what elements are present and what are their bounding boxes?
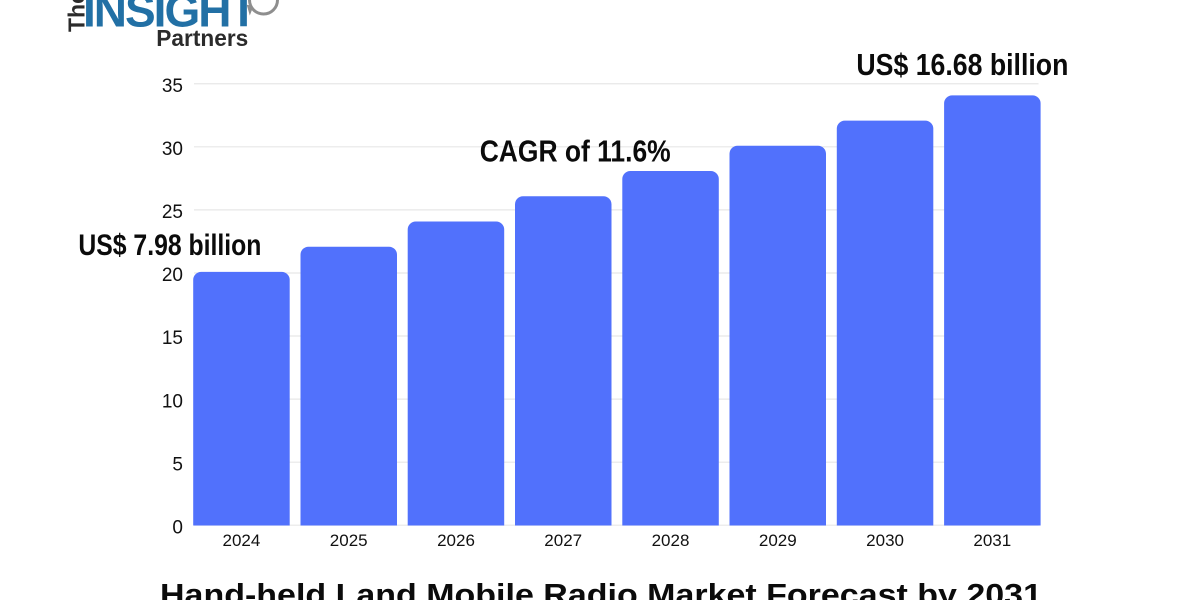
svg-text:5: 5 — [172, 454, 183, 475]
svg-text:10: 10 — [162, 391, 183, 412]
svg-text:15: 15 — [162, 328, 183, 349]
svg-text:The: The — [64, 0, 90, 32]
svg-text:2024: 2024 — [222, 531, 260, 550]
svg-text:2028: 2028 — [652, 531, 690, 550]
svg-text:2031: 2031 — [973, 531, 1011, 550]
svg-text:35: 35 — [162, 76, 183, 97]
svg-text:2027: 2027 — [544, 531, 582, 550]
svg-text:20: 20 — [162, 265, 183, 286]
svg-text:2025: 2025 — [330, 531, 368, 550]
svg-text:INSIGHT: INSIGHT — [83, 0, 257, 37]
svg-text:Hand-held Land Mobile Radio Ma: Hand-held Land Mobile Radio Market Forec… — [160, 577, 1042, 600]
svg-text:CAGR of 11.6%: CAGR of 11.6% — [480, 134, 671, 169]
svg-text:Partners: Partners — [156, 25, 248, 51]
svg-text:2026: 2026 — [437, 531, 475, 550]
svg-text:2029: 2029 — [759, 531, 797, 550]
svg-text:US$ 16.68 billion: US$ 16.68 billion — [856, 47, 1068, 82]
svg-text:US$ 7.98 billion: US$ 7.98 billion — [78, 229, 261, 262]
svg-text:2030: 2030 — [866, 531, 904, 550]
svg-text:30: 30 — [162, 139, 183, 160]
svg-text:25: 25 — [162, 202, 183, 223]
svg-text:0: 0 — [172, 517, 183, 538]
